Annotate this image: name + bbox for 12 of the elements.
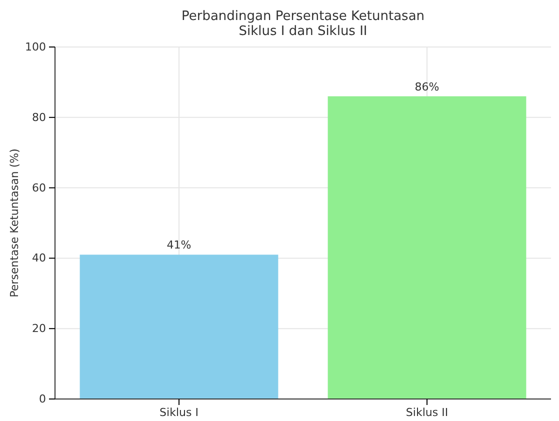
y-tick-label: 20 [32, 322, 46, 336]
y-axis-title: Persentase Ketuntasan (%) [8, 148, 21, 298]
y-tick-label: 0 [39, 392, 46, 406]
data-label: 41% [166, 238, 192, 252]
chart-title: Perbandingan Persentase Ketuntasan Siklus I dan Siklus II [181, 9, 425, 39]
y-tick-label: 40 [32, 252, 46, 265]
y-tick-label: 80 [32, 110, 46, 124]
y-tick-label: 100 [25, 40, 46, 54]
y-tick-label: 60 [32, 181, 46, 194]
x-tick-label: Siklus II [406, 406, 448, 419]
x-tick-label: Siklus I [160, 406, 198, 419]
data-label: 86% [414, 80, 440, 94]
